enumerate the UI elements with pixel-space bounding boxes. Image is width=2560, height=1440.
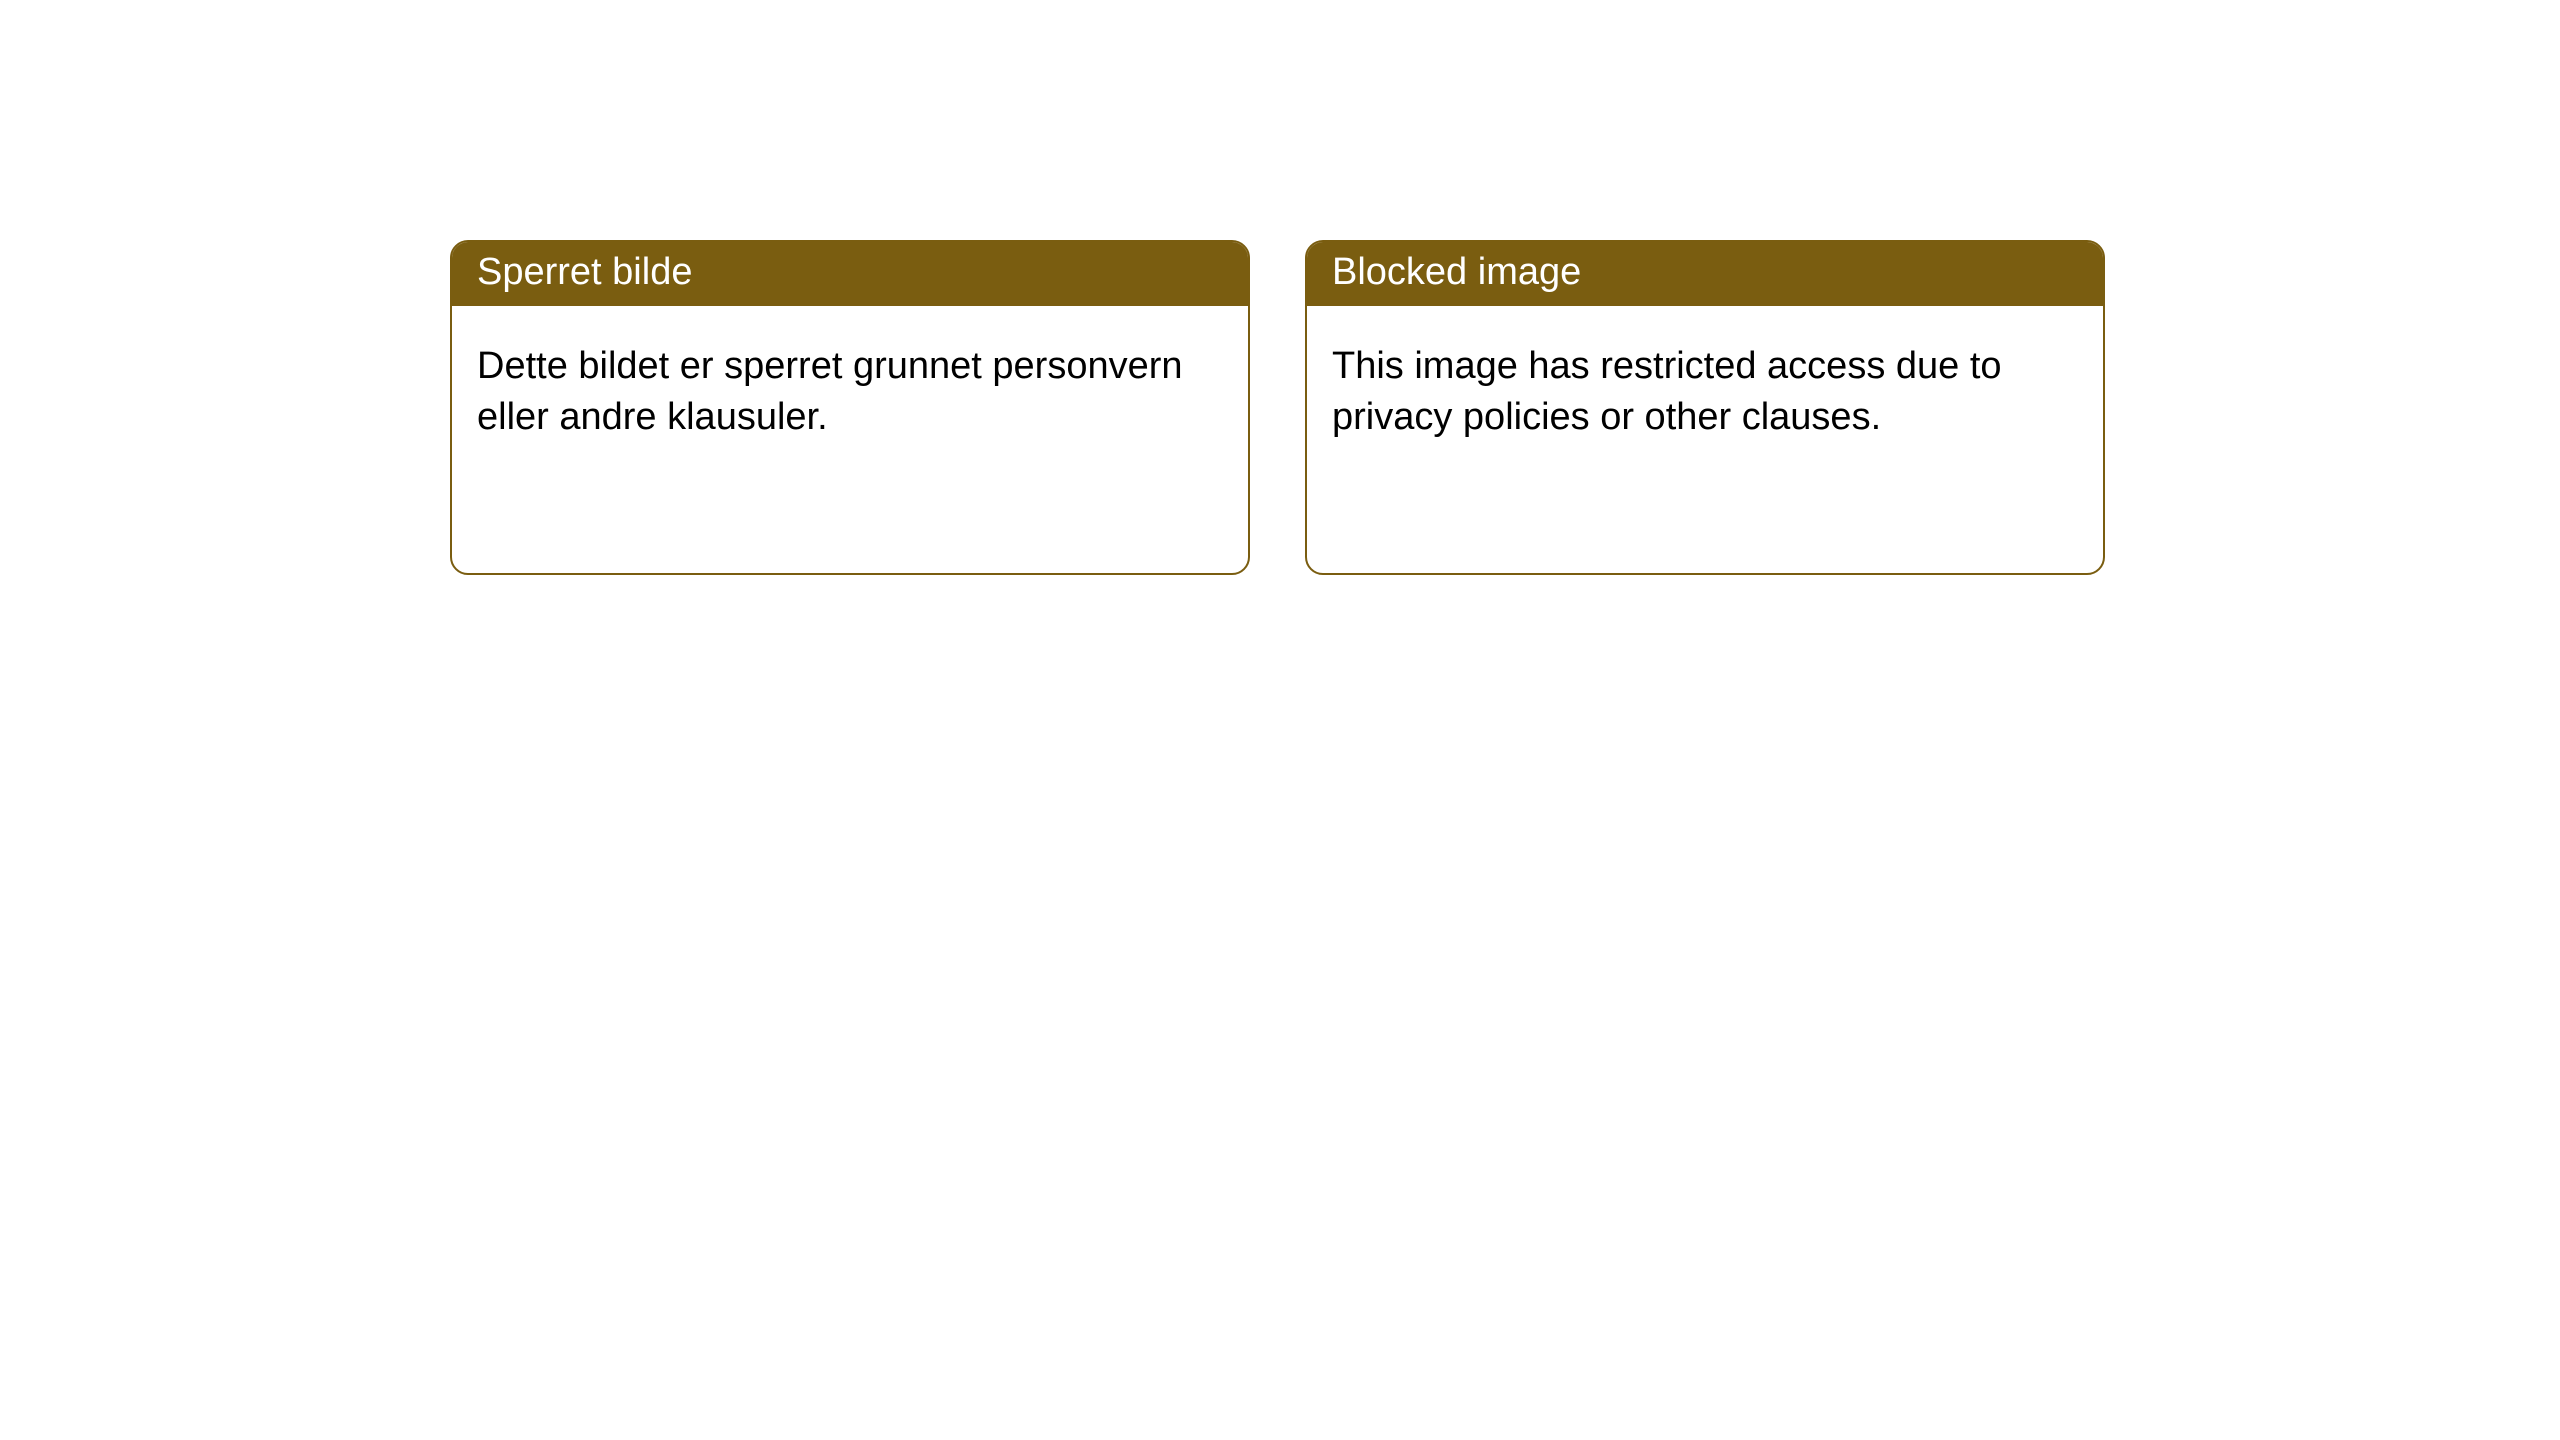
notice-cards-container: Sperret bilde Dette bildet er sperret gr…	[0, 0, 2560, 575]
card-header: Sperret bilde	[452, 242, 1248, 306]
notice-card-english: Blocked image This image has restricted …	[1305, 240, 2105, 575]
card-body-text: Dette bildet er sperret grunnet personve…	[477, 345, 1183, 438]
notice-card-norwegian: Sperret bilde Dette bildet er sperret gr…	[450, 240, 1250, 575]
card-title: Blocked image	[1332, 251, 1581, 293]
card-body: Dette bildet er sperret grunnet personve…	[452, 306, 1248, 469]
card-body: This image has restricted access due to …	[1307, 306, 2103, 469]
card-title: Sperret bilde	[477, 251, 692, 293]
card-body-text: This image has restricted access due to …	[1332, 345, 2002, 438]
card-header: Blocked image	[1307, 242, 2103, 306]
